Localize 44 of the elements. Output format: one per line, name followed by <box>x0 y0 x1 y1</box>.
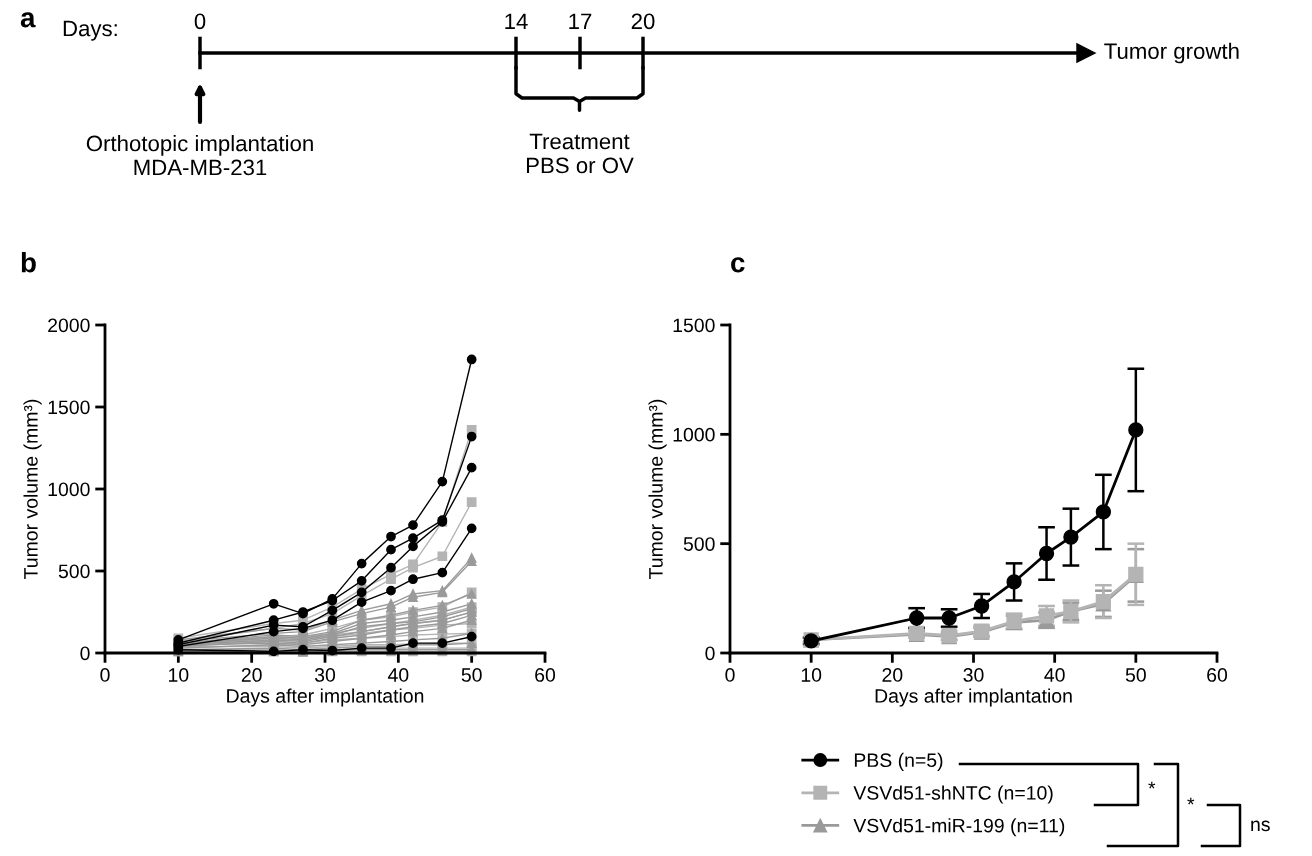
y-tick-label: 2000 <box>48 318 90 333</box>
x-tick-label: 50 <box>461 668 482 682</box>
legend-label: PBS (n=5) <box>854 752 943 771</box>
y-tick-label: 0 <box>705 646 715 661</box>
x-tick-label: 40 <box>387 668 409 682</box>
x-tick-label: 60 <box>1207 668 1228 682</box>
text: 0 <box>194 13 206 30</box>
text: * <box>1187 797 1195 805</box>
x-tick-label: 20 <box>241 668 262 682</box>
y-tick-label: 1000 <box>48 482 90 497</box>
y-axis-title: Tumor volume (mm³) <box>648 399 667 579</box>
x-tick-label: 10 <box>801 668 822 682</box>
x-tick-label: 40 <box>1044 668 1065 682</box>
text: 14 <box>505 13 528 29</box>
y-tick-label: 1000 <box>673 427 715 442</box>
y-axis-title: Tumor volume (mm³) <box>23 399 42 579</box>
text: Days: <box>63 20 117 41</box>
text: Tumor growth <box>1104 42 1239 64</box>
y-tick-label: 0 <box>80 646 90 661</box>
x-axis-title: Days after implantation <box>227 688 424 707</box>
text: Orthotopic implantation MDA-MB-231 <box>86 135 313 176</box>
x-tick-label: 10 <box>169 668 189 682</box>
text: 17 <box>569 13 592 29</box>
text: * <box>1148 781 1156 789</box>
chart-title: b <box>21 252 36 273</box>
x-tick-label: 20 <box>882 668 903 682</box>
x-tick-label: 60 <box>535 668 556 682</box>
text: Treatment PBS or OV <box>526 133 634 174</box>
x-tick-label: 30 <box>963 668 984 682</box>
legend-label: VSVd51-miR-199 (n=11) <box>853 818 1065 837</box>
legend-label: VSVd51-shNTC (n=10) <box>853 785 1053 804</box>
y-tick-label: 500 <box>58 564 90 579</box>
text: ns <box>1251 820 1270 832</box>
x-axis-title: Days after implantation <box>875 688 1072 707</box>
x-tick-label: 0 <box>725 668 735 682</box>
y-tick-label: 1500 <box>48 400 90 415</box>
x-tick-label: 50 <box>1125 668 1146 682</box>
chart-title: c <box>731 257 745 273</box>
x-tick-label: 0 <box>100 668 110 682</box>
x-tick-label: 30 <box>314 668 336 682</box>
text: 20 <box>631 13 655 30</box>
text: a <box>20 12 36 28</box>
y-tick-label: 1500 <box>673 318 715 333</box>
y-tick-label: 500 <box>683 537 715 551</box>
